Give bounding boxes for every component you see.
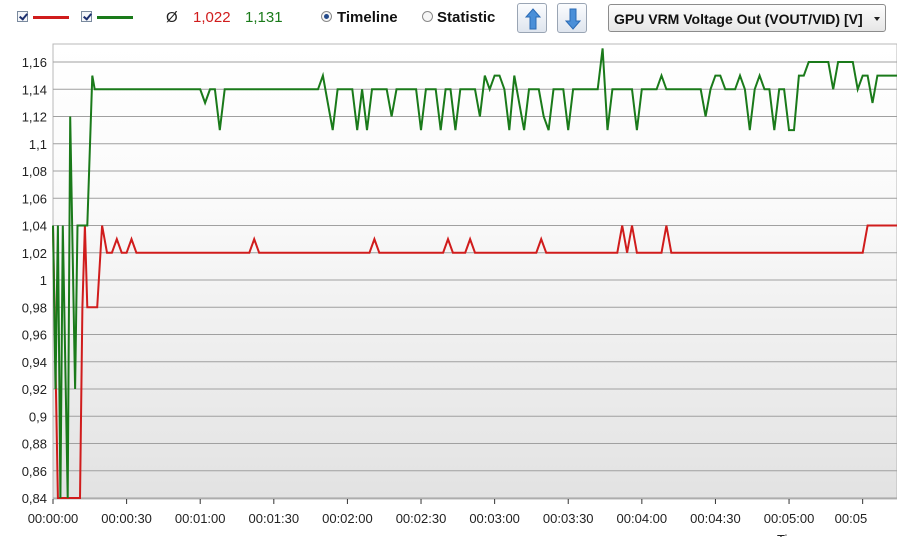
series2-checkbox[interactable] <box>81 11 92 22</box>
y-tick-label: 0,84 <box>22 491 47 506</box>
x-axis-label-partial: Ti <box>777 532 787 537</box>
x-tick-label: 00:04:00 <box>617 511 668 526</box>
y-tick-label: 0,88 <box>22 437 47 452</box>
y-tick-label: 0,92 <box>22 382 47 397</box>
x-tick-label: 00:01:30 <box>249 511 300 526</box>
y-tick-label: 0,9 <box>29 409 47 424</box>
y-tick-label: 1,14 <box>22 82 47 97</box>
x-tick-label: 00:05 <box>835 511 868 526</box>
sensor-select[interactable]: GPU VRM Voltage Out (VOUT/VID) [V] <box>608 4 886 32</box>
y-tick-label: 0,98 <box>22 300 47 315</box>
chart-toolbar: Ø 1,022 1,131 Timeline Statistic GPU VRM… <box>0 0 897 38</box>
voltage-timeline-chart: 0,84 0,86 0,88 0,9 0,92 0,94 0,96 0,98 1 1,02 1,04… <box>22 43 897 537</box>
series-lines <box>52 48 897 499</box>
x-axis-ticks: 00:00:00 00:00:30 00:01:00 00:01:30 00:02:00… <box>28 499 868 526</box>
x-tick-label: 00:00:00 <box>28 511 79 526</box>
y-tick-label: 1,08 <box>22 164 47 179</box>
x-tick-label: 00:02:30 <box>396 511 447 526</box>
y-tick-label: 0,86 <box>22 464 47 479</box>
y-tick-label: 0,96 <box>22 328 47 343</box>
y-tick-label: 1,1 <box>29 137 47 152</box>
timeline-radio-label[interactable]: Timeline <box>337 9 398 26</box>
x-tick-label: 00:03:00 <box>469 511 520 526</box>
y-axis-ticks: 0,84 0,86 0,88 0,9 0,92 0,94 0,96 0,98 1 1,02 1,04… <box>22 55 47 506</box>
timeline-radio[interactable] <box>321 11 332 22</box>
x-tick-label: 00:03:30 <box>543 511 594 526</box>
series1-checkbox[interactable] <box>17 11 28 22</box>
sensor-select-value: GPU VRM Voltage Out (VOUT/VID) [V] <box>614 11 863 27</box>
series2-average: 1,131 <box>245 9 283 26</box>
statistic-radio-label[interactable]: Statistic <box>437 9 496 26</box>
grid-lines <box>53 61 897 499</box>
y-tick-label: 1,06 <box>22 191 47 206</box>
x-tick-label: 00:02:00 <box>322 511 373 526</box>
x-tick-label: 00:00:30 <box>101 511 152 526</box>
y-tick-label: 1,04 <box>22 219 47 234</box>
average-symbol: Ø <box>166 9 178 26</box>
plot-area <box>52 43 897 500</box>
chevron-down-icon <box>874 17 880 21</box>
y-tick-label: 0,94 <box>22 355 47 370</box>
x-tick-label: 00:01:00 <box>175 511 226 526</box>
statistic-radio[interactable] <box>422 11 433 22</box>
series2-line <box>52 48 897 499</box>
x-tick-label: 00:05:00 <box>764 511 815 526</box>
move-down-button[interactable] <box>557 3 587 33</box>
series1-line <box>52 224 897 499</box>
arrow-up-icon <box>524 8 542 30</box>
y-tick-label: 1,16 <box>22 55 47 70</box>
y-tick-label: 1 <box>40 273 47 288</box>
x-tick-label: 00:04:30 <box>690 511 741 526</box>
series1-legend-line <box>33 16 69 19</box>
y-tick-label: 1,02 <box>22 246 47 261</box>
series1-average: 1,022 <box>193 9 231 26</box>
series2-legend-line <box>97 16 133 19</box>
y-tick-label: 1,12 <box>22 110 47 125</box>
arrow-down-icon <box>564 8 582 30</box>
move-up-button[interactable] <box>517 3 547 33</box>
